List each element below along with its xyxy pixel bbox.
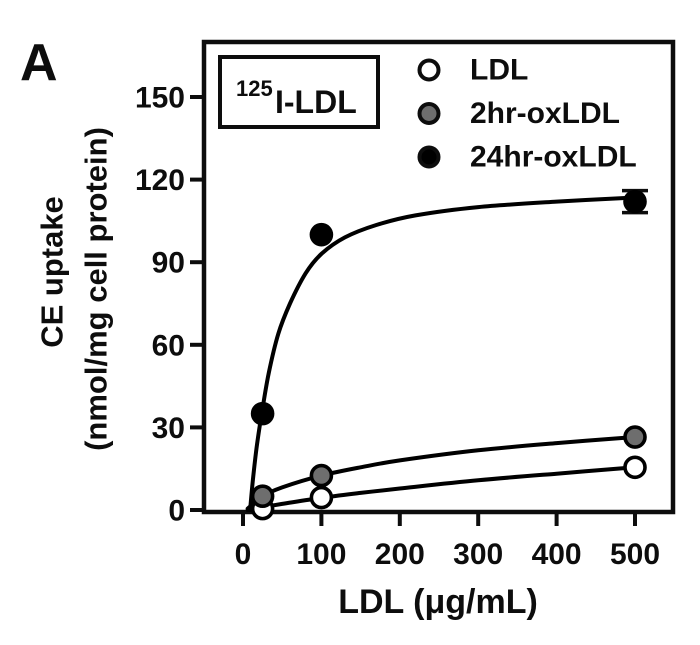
x-tick-label: 400 xyxy=(532,538,582,571)
y-tick-label: 90 xyxy=(152,247,185,280)
y-tick-label: 150 xyxy=(135,82,185,115)
y-tick-label: 60 xyxy=(152,329,185,362)
legend-label-ldl: LDL xyxy=(470,54,528,87)
data-point-2hr-oxldl xyxy=(250,484,275,509)
fit-curve-24hr-oxldl xyxy=(248,195,637,512)
data-point-2hr-oxldl xyxy=(623,425,647,449)
x-tick-label: 500 xyxy=(610,538,660,571)
data-point-24hr-oxldl xyxy=(250,401,275,426)
inset-label-superscript: 125 xyxy=(236,76,273,101)
inset-box-border xyxy=(218,55,380,129)
plot-area: 0 30 60 90 120 150 0 100 200 300 400 500 xyxy=(135,39,676,571)
data-point-ldl xyxy=(623,455,647,480)
data-point-ldl xyxy=(309,485,334,510)
data-point-24hr-oxldl xyxy=(623,189,647,214)
inset-label-box: 125 I-LDL xyxy=(218,55,380,129)
y-tick-label: 120 xyxy=(135,164,185,197)
data-point-24hr-oxldl xyxy=(309,222,334,247)
plot-frame xyxy=(201,39,676,515)
legend-label-24hr-oxldl: 24hr-oxLDL xyxy=(470,141,637,174)
x-tick-label: 0 xyxy=(235,538,252,571)
x-axis-label: LDL (μg/mL) xyxy=(338,583,538,621)
y-axis-label-line1: CE uptake xyxy=(35,196,70,348)
legend: LDL 2hr-oxLDL 24hr-oxLDL xyxy=(417,54,637,174)
legend-label-2hr-oxldl: 2hr-oxLDL xyxy=(470,97,620,130)
x-tick-label: 300 xyxy=(453,538,503,571)
panel-label: A xyxy=(20,34,58,92)
x-tick-label: 100 xyxy=(296,538,346,571)
legend-marker-24hr-oxldl-icon xyxy=(417,145,441,169)
y-tick-label: 30 xyxy=(152,412,185,445)
y-axis-label-line2: (nmol/mg cell protein) xyxy=(79,127,114,451)
legend-marker-2hr-oxldl-icon xyxy=(417,102,441,125)
legend-marker-ldl-icon xyxy=(417,58,441,82)
data-point-2hr-oxldl xyxy=(309,463,334,488)
x-tick-label: 200 xyxy=(375,538,425,571)
inset-label-text: I-LDL xyxy=(275,84,357,120)
y-tick-label: 0 xyxy=(168,495,185,528)
